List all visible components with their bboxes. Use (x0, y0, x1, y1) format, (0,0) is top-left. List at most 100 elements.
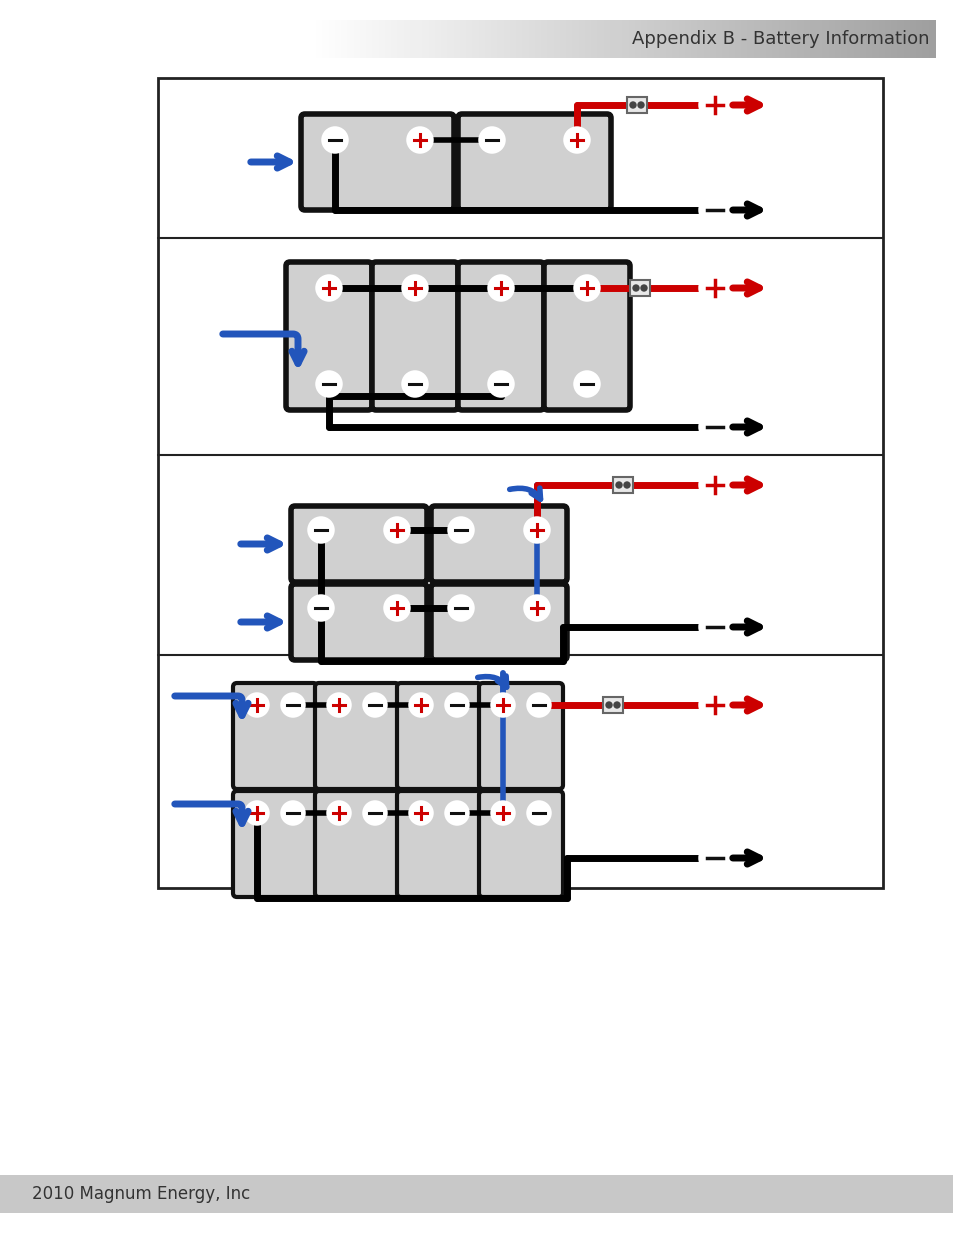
Bar (897, 20, 903, 58)
Bar (572, 20, 579, 58)
FancyBboxPatch shape (431, 506, 566, 582)
Bar (472, 20, 479, 58)
Bar (553, 20, 560, 58)
Circle shape (364, 694, 386, 716)
Bar (859, 20, 866, 58)
Bar (609, 20, 617, 58)
Bar (547, 20, 554, 58)
Bar (747, 20, 754, 58)
Bar (510, 20, 517, 58)
Circle shape (410, 694, 432, 716)
Circle shape (446, 694, 468, 716)
Bar (684, 20, 692, 58)
Bar (640, 20, 648, 58)
Circle shape (282, 694, 304, 716)
FancyBboxPatch shape (233, 790, 316, 897)
Bar (528, 20, 536, 58)
Circle shape (246, 802, 268, 824)
FancyBboxPatch shape (396, 790, 480, 897)
Bar (158, 78, 882, 888)
Bar (872, 20, 879, 58)
Bar (816, 20, 822, 58)
Bar (834, 20, 841, 58)
Bar (626, 98, 646, 112)
Circle shape (527, 694, 550, 716)
Circle shape (524, 517, 548, 542)
Circle shape (527, 802, 550, 824)
Bar (778, 20, 785, 58)
Bar (647, 20, 654, 58)
Bar (928, 20, 935, 58)
Circle shape (629, 103, 636, 107)
Bar (0, 1174, 953, 1213)
Circle shape (446, 802, 468, 824)
Bar (821, 20, 829, 58)
Bar (790, 20, 798, 58)
Bar (366, 20, 374, 58)
Circle shape (524, 597, 548, 620)
Bar (503, 20, 511, 58)
Bar (740, 20, 748, 58)
Bar (678, 20, 685, 58)
Bar (341, 20, 348, 58)
Bar (915, 20, 923, 58)
Bar (613, 477, 633, 493)
Bar (734, 20, 741, 58)
Circle shape (316, 275, 340, 300)
Circle shape (328, 694, 350, 716)
Circle shape (638, 103, 643, 107)
Bar (603, 20, 610, 58)
Circle shape (564, 128, 588, 152)
Circle shape (479, 128, 503, 152)
Circle shape (323, 128, 347, 152)
Bar (841, 20, 847, 58)
Bar (884, 20, 891, 58)
FancyBboxPatch shape (314, 683, 398, 789)
Bar (540, 20, 548, 58)
FancyBboxPatch shape (301, 114, 454, 210)
Circle shape (282, 802, 304, 824)
Text: 2010 Magnum Energy, Inc: 2010 Magnum Energy, Inc (32, 1186, 250, 1203)
Bar (797, 20, 804, 58)
Bar (322, 20, 330, 58)
Bar (466, 20, 473, 58)
Circle shape (700, 412, 729, 442)
Bar (441, 20, 448, 58)
Bar (403, 20, 411, 58)
Circle shape (700, 273, 729, 303)
Bar (397, 20, 404, 58)
Bar (447, 20, 455, 58)
Circle shape (449, 517, 473, 542)
Circle shape (489, 275, 513, 300)
Bar (516, 20, 523, 58)
Circle shape (385, 517, 409, 542)
Circle shape (402, 372, 427, 396)
Circle shape (640, 285, 646, 291)
Bar (672, 20, 679, 58)
Bar (616, 20, 623, 58)
Bar (765, 20, 773, 58)
Bar (459, 20, 467, 58)
Circle shape (616, 482, 621, 488)
Bar (602, 697, 622, 713)
Bar (922, 20, 929, 58)
Bar (329, 20, 335, 58)
Bar (385, 20, 392, 58)
Circle shape (633, 285, 639, 291)
Circle shape (614, 701, 619, 708)
Bar (809, 20, 817, 58)
Circle shape (623, 482, 629, 488)
Bar (803, 20, 810, 58)
Bar (635, 20, 641, 58)
Bar (435, 20, 442, 58)
Circle shape (449, 597, 473, 620)
Bar (753, 20, 760, 58)
Circle shape (575, 275, 598, 300)
Circle shape (492, 694, 514, 716)
FancyBboxPatch shape (543, 262, 629, 410)
Bar (772, 20, 779, 58)
Bar (784, 20, 791, 58)
Text: Appendix B - Battery Information: Appendix B - Battery Information (632, 30, 929, 48)
Bar (902, 20, 910, 58)
Circle shape (700, 844, 729, 873)
